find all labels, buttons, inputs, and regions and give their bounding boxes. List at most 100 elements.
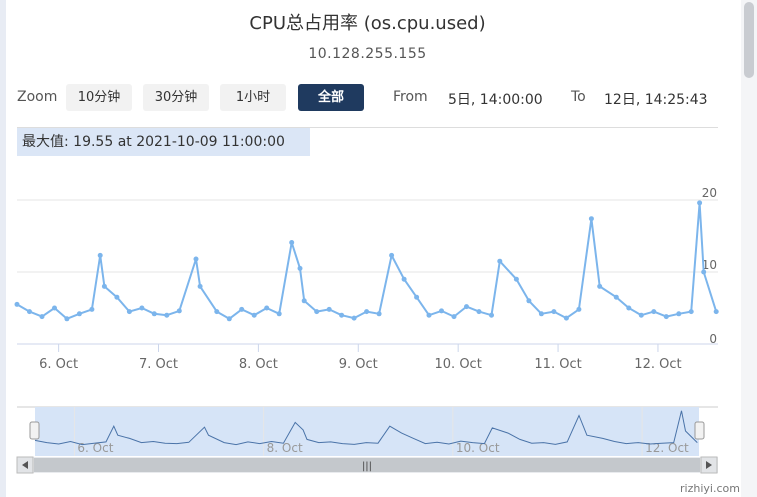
data-point[interactable] [576,306,582,312]
data-point[interactable] [351,315,357,321]
navigator-selection-mask[interactable] [35,407,699,456]
data-point[interactable] [563,315,569,321]
data-point[interactable] [27,309,32,315]
watermark: rizhiyi.com [680,482,740,495]
data-point[interactable] [151,311,157,317]
data-point[interactable] [114,294,120,300]
range-from-label: From [393,89,428,105]
data-point[interactable] [451,314,457,320]
data-point[interactable] [297,265,303,271]
chart-subtitle: 10.128.255.155 [308,46,427,62]
y-tick-label: 10 [702,258,717,272]
left-edge-strip [0,0,6,497]
data-point[interactable] [197,283,203,289]
data-point[interactable] [289,240,295,245]
scroll-left-arrow-icon [22,461,28,469]
y-tick-label: 0 [709,332,717,346]
data-point[interactable] [364,309,370,315]
data-point[interactable] [597,283,603,289]
data-point[interactable] [326,306,332,312]
zoom-10min-button[interactable]: 10分钟 [66,84,132,111]
data-point[interactable] [638,312,644,318]
navigator-scroll-grip[interactable]: ||| [362,461,372,472]
data-point[interactable] [551,309,557,315]
data-point[interactable] [126,309,132,315]
navigator-right-handle[interactable] [694,421,705,440]
data-point[interactable] [464,304,469,310]
data-point[interactable] [426,312,432,318]
data-point[interactable] [164,312,170,318]
data-point[interactable] [97,252,103,258]
data-point[interactable] [701,269,707,275]
page-scrollbar[interactable] [741,0,757,497]
zoom-30min-button[interactable]: 30分钟 [143,84,209,111]
data-point[interactable] [339,312,345,318]
data-point[interactable] [376,311,382,317]
data-point[interactable] [52,305,57,311]
data-point[interactable] [651,309,657,315]
data-point[interactable] [76,311,82,317]
chart-top-divider [17,127,718,128]
navigator-scrollbar-thumb[interactable] [34,458,700,472]
page-scrollbar-thumb[interactable] [744,2,754,78]
data-point[interactable] [497,258,503,264]
data-point[interactable] [476,309,482,315]
zoom-1hour-button[interactable]: 1小时 [220,84,286,111]
data-point[interactable] [676,311,682,317]
data-point[interactable] [101,283,107,289]
data-point[interactable] [139,305,145,311]
x-tick-label: 7. Oct [139,357,178,372]
x-tick-label: 9. Oct [339,357,378,372]
x-tick-label: 11. Oct [534,357,581,372]
data-point[interactable] [414,294,420,300]
navigator-series-line [34,410,698,446]
data-point[interactable] [526,298,532,304]
scroll-right-arrow-icon [706,461,712,469]
data-point[interactable] [214,309,220,315]
data-point[interactable] [39,314,45,320]
data-point[interactable] [239,306,245,312]
data-point[interactable] [439,308,444,314]
data-point[interactable] [14,301,20,307]
data-point[interactable] [663,314,669,320]
data-point[interactable] [251,312,257,318]
navigator-x-tick-label: 8. Oct [267,441,303,455]
data-point[interactable] [264,305,270,311]
data-point[interactable] [89,306,95,312]
data-point[interactable] [193,256,199,262]
data-point[interactable] [688,309,694,315]
x-tick-label: 12. Oct [634,357,681,372]
data-point[interactable] [588,216,594,222]
data-point[interactable] [626,305,632,311]
data-point[interactable] [301,298,307,304]
x-tick-label: 8. Oct [239,357,278,372]
data-point[interactable] [697,200,703,206]
y-tick-label: 20 [702,186,717,200]
data-point[interactable] [226,316,232,322]
data-point[interactable] [489,312,494,318]
zoom-label: Zoom [17,89,58,105]
zoom-all-button[interactable]: 全部 [298,84,364,111]
x-tick-label: 6. Oct [39,357,78,372]
x-tick-label: 10. Oct [435,357,482,372]
main-chart: 0 10 20 6. Oct 7. Oct 8. Oct 9. Oct 10. Oct 11.… [14,186,719,372]
navigator-x-tick-label: 10. Oct [456,441,500,455]
data-point[interactable] [176,308,182,314]
series-line [16,201,718,320]
data-point[interactable] [538,311,544,317]
data-point[interactable] [276,311,282,317]
navigator-left-handle[interactable] [29,421,40,440]
range-to-input[interactable]: 12日, 14:25:43 [604,92,708,108]
data-point[interactable] [713,309,719,315]
range-to-label: To [571,89,586,105]
navigator-x-tick-label: 12. Oct [645,441,689,455]
data-point[interactable] [613,294,619,300]
data-point[interactable] [64,316,70,322]
data-point[interactable] [314,309,320,315]
max-value-tooltip: 最大值: 19.55 at 2021-10-09 11:00:00 [17,128,310,156]
data-point[interactable] [389,252,395,258]
data-point[interactable] [513,276,519,282]
data-point[interactable] [401,276,407,282]
range-from-input[interactable]: 5日, 14:00:00 [448,92,543,108]
